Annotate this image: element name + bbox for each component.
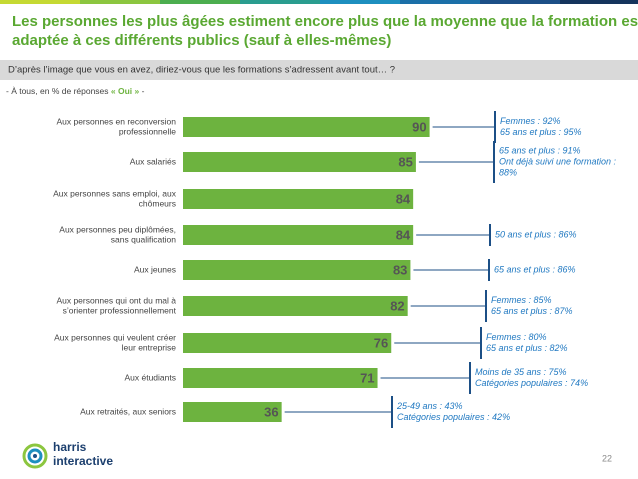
value-label: 84 xyxy=(396,227,411,242)
annotation: Catégories populaires : 74% xyxy=(475,378,588,388)
category-label: sans qualification xyxy=(111,234,176,244)
category-label: Aux personnes en reconversion xyxy=(56,116,176,126)
bar xyxy=(183,333,392,353)
category-label: Aux personnes qui veulent créer xyxy=(54,332,176,342)
category-label: Aux personnes peu diplômées, xyxy=(59,224,176,234)
annotation: Femmes : 92% xyxy=(500,116,561,126)
annotation: Femmes : 80% xyxy=(486,332,547,342)
category-label: Aux retraités, aux seniors xyxy=(80,406,176,416)
value-label: 76 xyxy=(374,335,388,350)
question-band xyxy=(0,60,638,80)
base: - À tous, en % de réponses « Oui » - xyxy=(6,86,145,96)
annotation: Catégories populaires : 42% xyxy=(397,412,510,422)
annotation: 50 ans et plus : 86% xyxy=(495,229,577,239)
value-label: 84 xyxy=(396,191,411,206)
value-label: 36 xyxy=(264,404,278,419)
value-label: 71 xyxy=(360,370,374,385)
value-label: 82 xyxy=(390,298,404,313)
annotation: 65 ans et plus : 95% xyxy=(500,127,582,137)
question: D’après l’image que vous en avez, diriez… xyxy=(8,65,395,76)
bar xyxy=(183,117,430,137)
category-label: leur entreprise xyxy=(122,342,177,352)
value-label: 90 xyxy=(412,119,426,134)
value-label: 85 xyxy=(398,154,412,169)
logo: harris interactive xyxy=(22,440,113,469)
category-label: s’orienter professionnellement xyxy=(63,305,177,315)
annotation: Ont déjà suivi une formation : xyxy=(499,156,617,166)
value-label: 83 xyxy=(393,262,407,277)
bar xyxy=(183,296,408,316)
title: Les personnes les plus âgées estiment en… xyxy=(12,13,638,30)
category-label: chômeurs xyxy=(139,198,176,208)
logo-text: interactive xyxy=(53,454,113,468)
category-label: Aux personnes qui ont du mal à xyxy=(56,295,176,305)
annotation: Femmes : 85% xyxy=(491,295,552,305)
annotation: 65 ans et plus : 91% xyxy=(499,145,581,155)
annotation: Moins de 35 ans : 75% xyxy=(475,367,567,377)
annotation: 65 ans et plus : 86% xyxy=(494,264,576,274)
category-label: Aux jeunes xyxy=(134,264,176,274)
bar xyxy=(183,189,414,209)
category-label: Aux personnes sans emploi, aux xyxy=(53,188,177,198)
category-label: professionnelle xyxy=(119,126,176,136)
top-strip xyxy=(0,0,638,4)
annotation: 65 ans et plus : 87% xyxy=(491,306,573,316)
annotation: 25-49 ans : 43% xyxy=(396,401,463,411)
bar xyxy=(183,368,378,388)
bar xyxy=(183,402,282,422)
bar xyxy=(183,152,416,172)
category-label: Aux salariés xyxy=(130,156,176,166)
bar xyxy=(183,260,411,280)
annotation: 65 ans et plus : 82% xyxy=(486,343,568,353)
annotation: 88% xyxy=(499,167,517,177)
bar xyxy=(183,225,414,245)
page-number: 22 xyxy=(602,453,612,463)
category-label: Aux étudiants xyxy=(124,372,176,382)
title: adaptée à ces différents publics (sauf à… xyxy=(12,32,391,49)
logo-text: harris xyxy=(53,440,87,454)
